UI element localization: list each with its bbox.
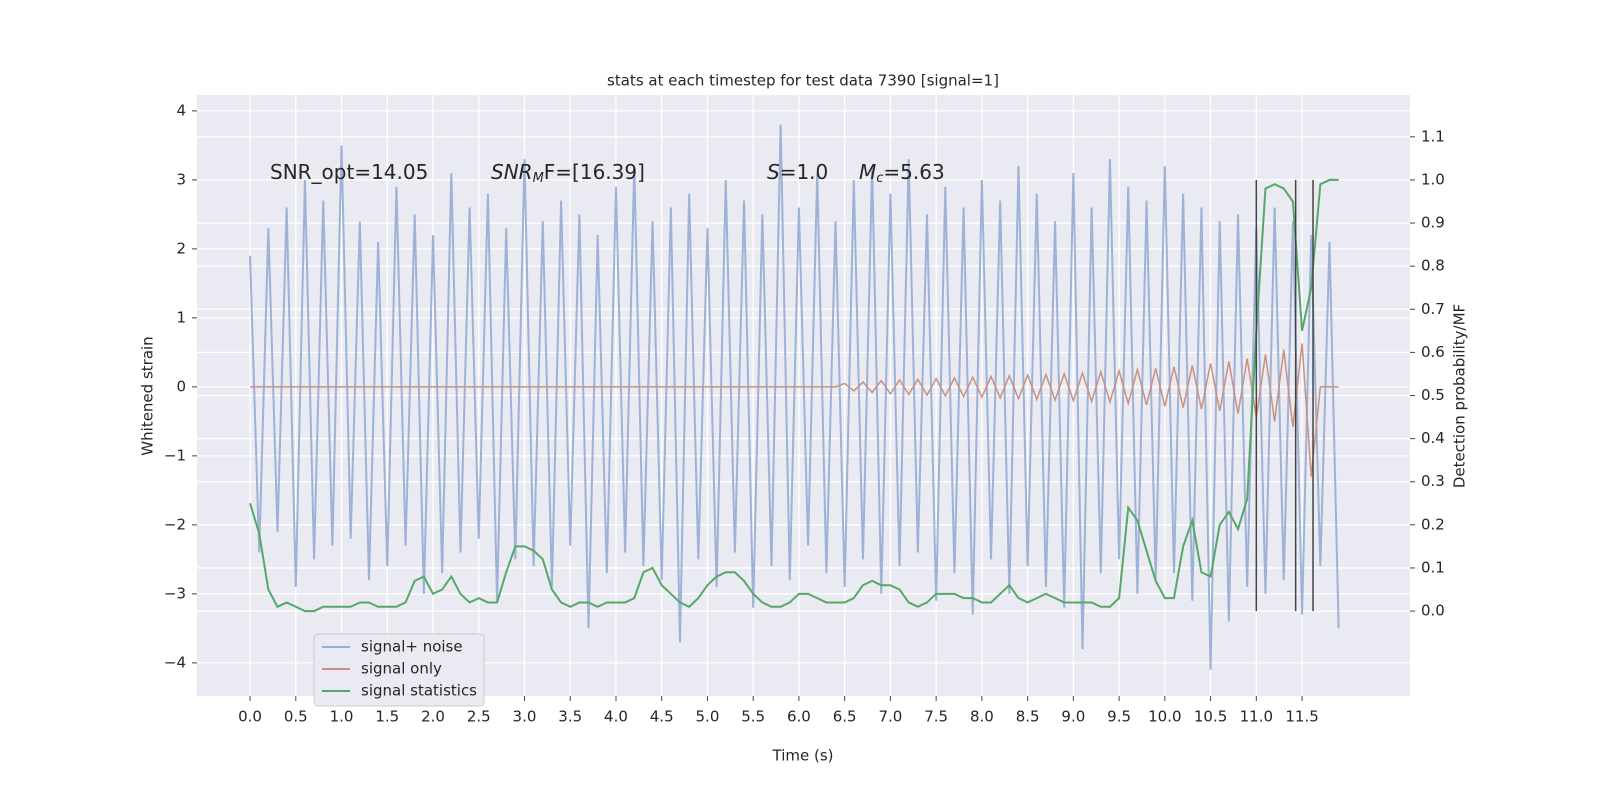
legend-label: signal+ noise <box>361 638 463 656</box>
x-tick-label: 2.5 <box>467 708 491 726</box>
x-tick-label: 4.0 <box>604 708 628 726</box>
x-tick-label: 2.0 <box>421 708 445 726</box>
x-tick-label: 7.5 <box>924 708 948 726</box>
x-tick-label: 6.5 <box>833 708 857 726</box>
y-tick-label: 3 <box>176 170 186 188</box>
y2-tick-label: 0.3 <box>1421 472 1445 490</box>
legend-label: signal only <box>361 660 442 678</box>
annotation-part: M <box>859 159 876 183</box>
x-tick-label: 10.0 <box>1148 708 1181 726</box>
annotation: SNR_opt=14.05 <box>270 159 428 183</box>
annotation: Mc=5.63 <box>859 159 945 185</box>
annotation-part: F=[16.39] <box>544 159 645 183</box>
x-tick-label: 7.0 <box>878 708 902 726</box>
y2-tick-label: 0.6 <box>1421 343 1445 361</box>
y2-tick-label: 1.0 <box>1421 170 1445 188</box>
x-tick-label: 11.0 <box>1240 708 1273 726</box>
y2-tick-label: 0.7 <box>1421 300 1445 318</box>
x-tick-label: 0.0 <box>238 708 262 726</box>
x-tick-label: 3.0 <box>513 708 537 726</box>
y2-tick-label: 1.1 <box>1421 127 1445 145</box>
x-tick-label: 10.5 <box>1194 708 1227 726</box>
y-tick-label: 2 <box>176 239 186 257</box>
x-tick-label: 1.5 <box>375 708 399 726</box>
annotation-part: SNR_opt=14.05 <box>270 159 428 183</box>
y2-tick-label: 0.8 <box>1421 257 1445 275</box>
x-tick-label: 1.0 <box>330 708 354 726</box>
x-tick-label: 8.5 <box>1016 708 1040 726</box>
annotation-part: c <box>876 170 883 185</box>
x-tick-label: 9.0 <box>1061 708 1085 726</box>
y-tick-label: −2 <box>164 515 186 533</box>
y-axis-label: Whitened strain <box>139 336 157 455</box>
annotation-part: S <box>767 159 780 183</box>
series-line <box>249 178 1339 613</box>
x-tick-label: 4.5 <box>650 708 674 726</box>
chart-title: stats at each timestep for test data 739… <box>607 72 999 90</box>
x-tick-label: 5.0 <box>696 708 720 726</box>
x-tick-label: 0.5 <box>284 708 308 726</box>
annotation-part: =5.63 <box>883 159 944 183</box>
x-tick-label: 5.5 <box>741 708 765 726</box>
y-tick-label: −3 <box>164 584 186 602</box>
y-tick-label: 0 <box>176 377 186 395</box>
y2-tick-label: 0.9 <box>1421 214 1445 232</box>
y2-tick-label: 0.1 <box>1421 558 1445 576</box>
y2-axis-label: Detection probability/MF <box>1451 304 1469 488</box>
y-tick-label: −1 <box>164 446 186 464</box>
annotation-part: SNR <box>491 159 533 183</box>
annotation: S=1.0 <box>767 159 828 183</box>
series-line <box>249 124 1340 670</box>
x-tick-label: 6.0 <box>787 708 811 726</box>
x-tick-label: 8.0 <box>970 708 994 726</box>
x-tick-label: 3.5 <box>558 708 582 726</box>
legend-label: signal statistics <box>361 682 477 700</box>
y2-tick-label: 0.0 <box>1421 602 1445 620</box>
y2-tick-label: 0.4 <box>1421 429 1445 447</box>
annotation-part: M <box>533 170 544 185</box>
y2-tick-label: 0.2 <box>1421 515 1445 533</box>
series-line <box>250 343 1339 477</box>
y2-tick-label: 0.5 <box>1421 386 1445 404</box>
x-axis-label: Time (s) <box>772 747 834 765</box>
annotation-part: =1.0 <box>780 159 829 183</box>
x-tick-label: 9.5 <box>1107 708 1131 726</box>
y-tick-label: 1 <box>176 308 186 326</box>
y-tick-label: 4 <box>176 101 186 119</box>
legend-box <box>313 633 485 707</box>
annotation: SNRMF=[16.39] <box>491 159 645 185</box>
y-tick-label: −4 <box>164 653 186 671</box>
x-tick-label: 11.5 <box>1285 708 1318 726</box>
